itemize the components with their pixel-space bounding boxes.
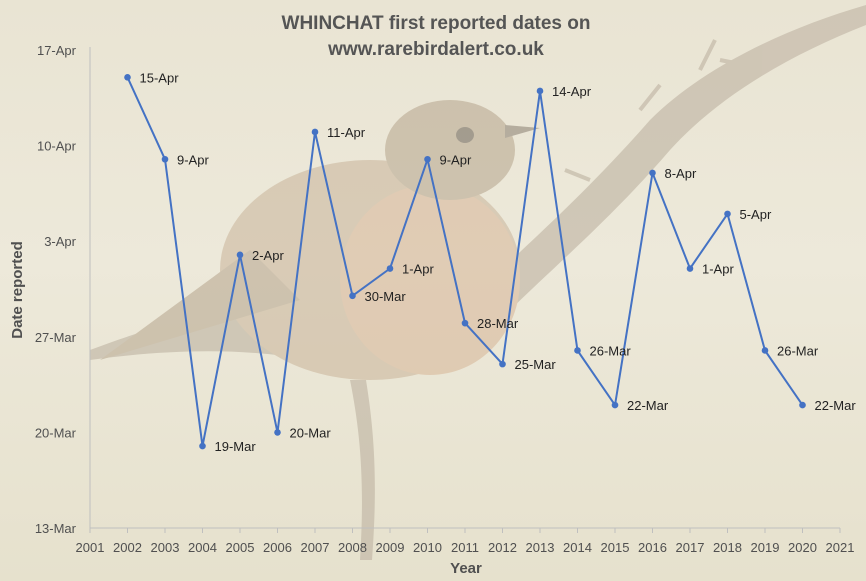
data-point [649,169,656,177]
x-tick-label: 2017 [676,540,705,555]
data-point [724,210,731,218]
data-point [574,347,581,354]
chart-title-line-1: WHINCHAT first reported dates on [282,13,591,34]
data-label: 8-Apr [665,166,697,181]
x-axis-title: Year [450,560,482,577]
x-tick-label: 2020 [788,540,817,555]
x-tick-label: 2019 [751,540,780,555]
data-label: 15-Apr [140,70,180,85]
data-point [799,401,806,409]
x-tick-label: 2008 [338,540,367,555]
x-tick-label: 2011 [451,540,479,555]
data-point [499,360,506,368]
x-tick-label: 2006 [263,540,292,555]
data-point [424,155,431,163]
x-tick-label: 2018 [713,540,742,555]
data-point [236,251,244,259]
x-tick-label: 2013 [526,540,555,555]
x-tick-label: 2001 [76,540,105,555]
data-point [274,429,281,436]
data-label: 22-Mar [627,398,669,413]
data-point [611,401,619,409]
data-label: 28-Mar [477,316,519,331]
x-tick-label: 2005 [226,540,255,555]
x-tick-label: 2009 [376,540,405,555]
chart-title-line-2: www.rarebirdalert.co.uk [327,39,544,60]
data-label: 20-Mar [290,425,332,440]
axes: 2001 2002 2003 2004 2005 2006 2007 2008 2009 2010… [35,43,855,555]
data-point [161,155,169,163]
data-label: 2-Apr [252,248,284,263]
data-label: 30-Mar [365,289,407,304]
data-label: 9-Apr [440,152,472,167]
y-tick-label: 27-Mar [35,330,77,345]
x-tick-label: 2021 [826,540,855,555]
data-point [199,442,206,450]
data-label: 1-Apr [402,262,434,277]
data-label: 1-Apr [702,262,734,277]
data-label: 14-Apr [552,84,592,99]
data-point [386,265,394,272]
whinchat-photo-icon [90,5,866,560]
data-point [311,128,319,136]
data-label: 26-Mar [777,343,819,358]
data-label: 26-Mar [590,343,632,358]
chart-title: WHINCHAT first reported dates on www.rar… [282,13,591,60]
data-point [349,292,356,300]
y-tick-label: 20-Mar [35,425,77,440]
x-tick-label: 2010 [413,540,442,555]
data-label: 25-Mar [515,357,557,372]
data-label: 9-Apr [177,152,209,167]
data-point [761,347,769,354]
x-tick-label: 2007 [301,540,330,555]
data-point [124,74,131,81]
y-axis-title: Date reported [9,241,26,339]
x-tick-label: 2002 [113,540,142,555]
series-layer: 15-Apr 9-Apr 19-Mar 2-Apr 20-Mar 11-Apr 30-Mar… [124,70,856,454]
x-tick-label: 2015 [601,540,630,555]
x-tick-label: 2014 [563,540,592,555]
data-label: 11-Apr [327,125,366,140]
x-tick-label: 2012 [488,540,517,555]
y-tick-label: 13-Mar [35,521,77,536]
x-tick-label: 2016 [638,540,667,555]
x-tick-label: 2004 [188,540,217,555]
y-tick-label: 17-Apr [37,43,77,58]
y-tick-label: 10-Apr [37,139,77,154]
x-tick-label: 2003 [151,540,180,555]
data-label: 22-Mar [815,398,857,413]
data-label: 5-Apr [740,207,772,222]
data-point [686,265,694,272]
y-tick-label: 3-Apr [44,234,76,249]
data-point [461,319,469,327]
data-point [536,87,544,95]
data-label: 19-Mar [215,439,257,454]
